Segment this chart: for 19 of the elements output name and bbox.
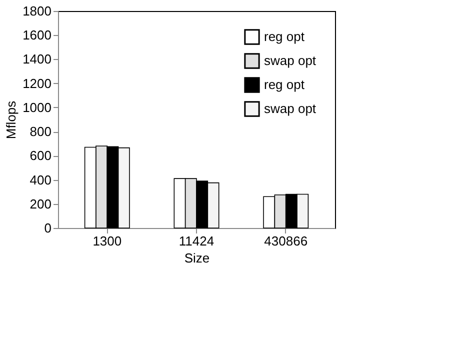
y-tick-label: 600 [30, 148, 52, 164]
x-tick-label: 1300 [92, 234, 122, 248]
y-tick-label: 1600 [22, 28, 52, 43]
y-tick-label: 1400 [22, 52, 52, 67]
y-tick-label: 1800 [22, 4, 52, 18]
y-tick-label: 200 [30, 196, 52, 212]
legend-label: swap opt [264, 101, 316, 116]
y-tick-label: 800 [30, 124, 52, 140]
legend-label: reg opt [264, 77, 305, 92]
y-tick-label: 0 [44, 220, 52, 236]
x-tick-label: 11424 [178, 234, 214, 248]
y-tick-label: 400 [30, 172, 52, 188]
x-tick-label: 430866 [264, 234, 308, 248]
legend-label: reg opt [264, 29, 305, 44]
y-axis-title: Mflops [4, 100, 19, 140]
x-axis-title: Size [184, 250, 210, 266]
y-tick-label: 1000 [22, 100, 52, 115]
y-tick-label: 1200 [22, 76, 52, 91]
legend-label: swap opt [264, 53, 316, 68]
